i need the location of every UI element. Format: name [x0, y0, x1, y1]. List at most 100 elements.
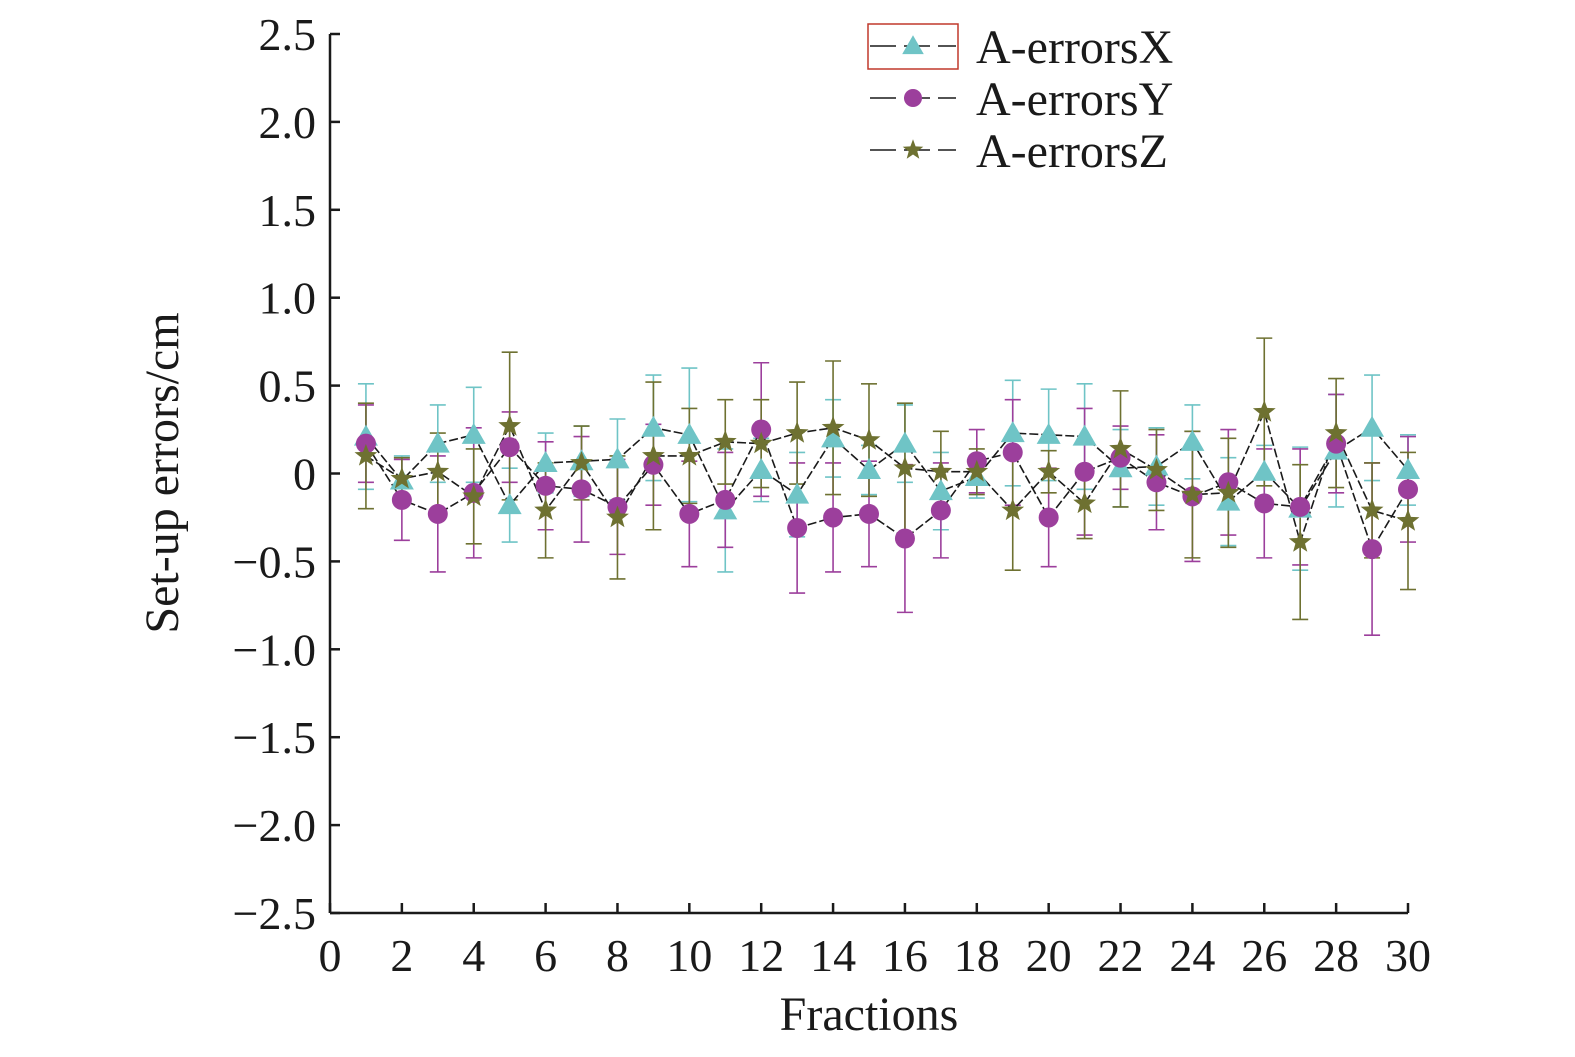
data-point-circle: [894, 528, 915, 549]
data-point-triangle: [533, 450, 558, 472]
x-tick-label: 16: [882, 930, 928, 981]
data-point-star: [390, 466, 414, 489]
data-point-circle: [751, 419, 772, 440]
data-point-triangle: [425, 431, 450, 453]
y-tick-label: −2.5: [233, 888, 316, 939]
data-point-triangle: [605, 447, 630, 469]
data-point-star: [1324, 421, 1348, 443]
legend-marker-circle: [904, 89, 922, 107]
data-point-triangle: [1000, 421, 1025, 443]
legend-marker-star: [902, 139, 924, 159]
data-point-star: [1216, 480, 1240, 503]
data-point-circle: [499, 437, 520, 458]
data-point-triangle: [821, 426, 846, 448]
data-point-circle: [787, 517, 808, 538]
y-tick-label: −1.5: [233, 712, 316, 763]
data-point-triangle: [1180, 429, 1205, 451]
data-point-circle: [1074, 461, 1095, 482]
data-point-star: [965, 459, 989, 482]
legend-marker-triangle: [902, 35, 924, 55]
legend-highlight-box: [867, 23, 959, 70]
data-point-star: [570, 451, 593, 473]
data-point-star: [785, 421, 809, 443]
data-point-star: [1288, 530, 1312, 552]
error-bars-layer: [357, 337, 1416, 637]
x-tick-label: 6: [534, 930, 557, 981]
data-point-circle: [1146, 472, 1167, 493]
data-point-triangle: [461, 422, 486, 444]
x-tick-label: 10: [666, 930, 712, 981]
y-ticks: 2.5 2.0 1.5 1.0 0.5 0 −0.5 −1.0 −1.5 −2.0 −2.5: [233, 9, 340, 939]
data-point-triangle: [641, 415, 666, 437]
data-point-triangle: [1036, 422, 1061, 444]
x-tick-label: 18: [954, 930, 1000, 981]
x-tick-label: 30: [1385, 930, 1431, 981]
data-point-triangle: [892, 431, 917, 453]
data-point-circle: [679, 503, 700, 524]
data-point-star: [498, 414, 522, 436]
x-axis-title: Fractions: [780, 988, 959, 1041]
series-markers-layer: [353, 400, 1420, 560]
data-point-star: [1037, 459, 1061, 482]
data-point-circle: [391, 489, 412, 510]
x-tick-label: 0: [319, 930, 342, 981]
data-point-star: [677, 443, 701, 466]
x-tick-label: 14: [810, 930, 856, 981]
data-point-circle: [1290, 496, 1311, 517]
data-point-triangle: [1216, 489, 1241, 511]
data-point-circle: [1038, 507, 1059, 528]
data-point-star: [821, 415, 845, 438]
data-point-star: [857, 428, 881, 450]
data-point-circle: [1254, 493, 1275, 514]
data-point-star: [1145, 458, 1168, 480]
data-point-triangle: [497, 493, 522, 515]
data-point-circle: [823, 507, 844, 528]
x-tick-label: 12: [738, 930, 784, 981]
x-tick-label: 2: [390, 930, 413, 981]
data-point-star: [1109, 436, 1132, 459]
x-tick-label: 8: [606, 930, 629, 981]
data-point-star: [462, 484, 486, 507]
x-tick-label: 26: [1241, 930, 1287, 981]
data-point-star: [642, 443, 665, 466]
y-tick-label: 0.5: [259, 361, 317, 412]
legend-label: A-errorsY: [976, 73, 1173, 126]
data-point-circle: [715, 489, 736, 510]
data-point-star: [749, 431, 773, 454]
y-tick-label: −0.5: [233, 536, 316, 587]
data-point-star: [534, 498, 557, 521]
y-axis-title: Set-up errors/cm: [136, 312, 189, 633]
data-point-star: [893, 456, 917, 478]
data-point-triangle: [1360, 415, 1385, 437]
data-point-triangle: [928, 479, 953, 501]
data-point-triangle: [749, 457, 774, 479]
series-lines-layer: [365, 409, 1409, 551]
data-point-circle: [1398, 479, 1418, 500]
data-point-circle: [535, 475, 556, 496]
data-point-star: [713, 429, 737, 452]
x-tick-label: 28: [1313, 930, 1359, 981]
data-point-triangle: [677, 422, 702, 444]
data-point-star: [1360, 498, 1384, 521]
data-point-triangle: [1072, 424, 1097, 446]
data-point-circle: [1362, 539, 1383, 560]
data-point-circle: [355, 433, 376, 454]
y-tick-label: 2.0: [259, 97, 317, 148]
x-tick-label: 4: [462, 930, 485, 981]
data-point-circle: [571, 479, 592, 500]
data-point-star: [929, 459, 953, 482]
x-tick-label: 20: [1026, 930, 1072, 981]
data-point-triangle: [785, 482, 810, 504]
x-ticks: 0 2 4 6 8 10 12 14 16 18 20 22 24 26 28 30: [319, 903, 1431, 981]
data-point-star: [1252, 400, 1276, 422]
data-point-star: [1396, 509, 1420, 531]
x-tick-label: 24: [1169, 930, 1215, 981]
legend-label: A-errorsX: [976, 21, 1173, 74]
y-tick-label: −1.0: [233, 624, 316, 675]
data-point-circle: [427, 503, 448, 524]
y-tick-label: 2.5: [259, 9, 317, 60]
data-point-star: [1073, 491, 1096, 514]
data-point-star: [606, 505, 629, 528]
